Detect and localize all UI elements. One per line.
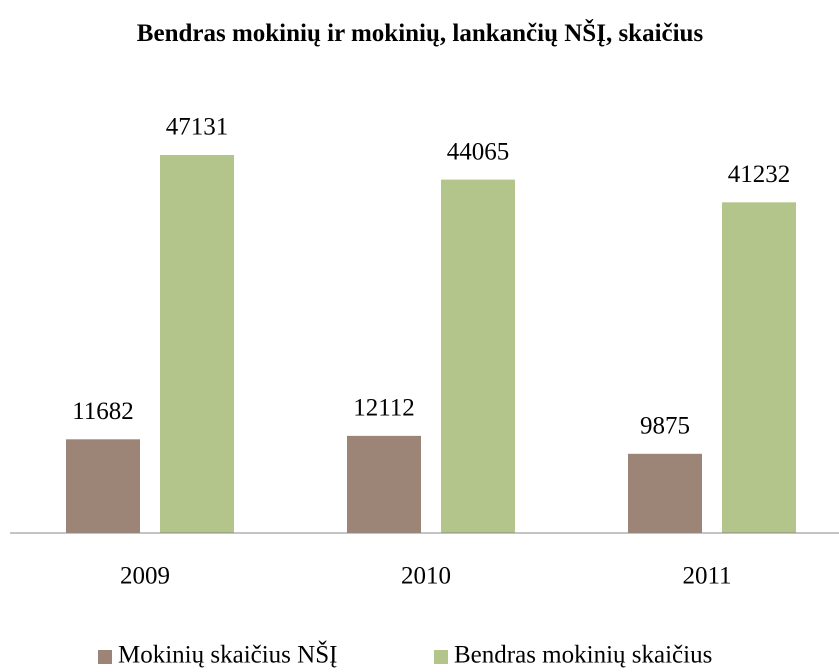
legend-swatch (98, 650, 112, 664)
value-label: 47131 (166, 114, 229, 141)
value-label: 44065 (447, 138, 510, 165)
value-label: 41232 (728, 161, 791, 188)
legend-label: Mokinių skaičius NŠĮ (118, 640, 337, 669)
legend-swatch (434, 650, 448, 664)
value-label: 9875 (640, 413, 690, 440)
legend-label: Bendras mokinių skaičius (454, 642, 712, 669)
bar (347, 435, 421, 533)
value-label: 11682 (72, 398, 134, 425)
x-tick-label: 2011 (682, 563, 731, 590)
bar (628, 453, 702, 533)
x-tick-label: 2010 (401, 563, 451, 590)
chart-title: Bendras mokinių ir mokinių, lankančių NŠ… (136, 20, 704, 47)
value-label: 12112 (353, 395, 415, 422)
bar (160, 155, 234, 533)
bar (66, 439, 140, 533)
x-tick-label: 2009 (120, 563, 170, 590)
bar (722, 202, 796, 533)
bar (441, 179, 515, 533)
